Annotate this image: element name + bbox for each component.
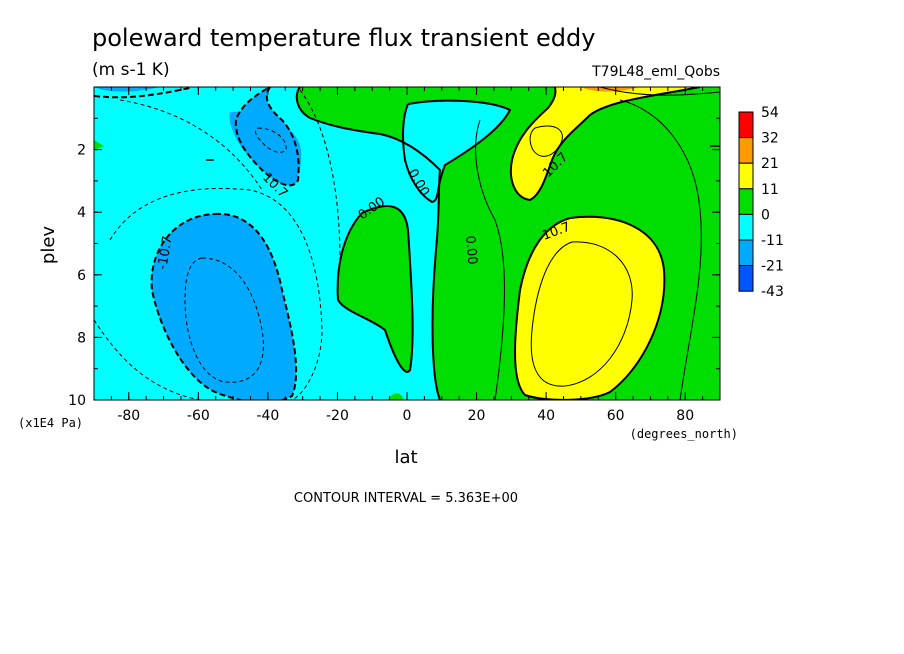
contour-thin-neg-4	[119, 99, 263, 191]
contour-interval-note: CONTOUR INTERVAL = 5.363E+00	[294, 491, 518, 506]
fill-neg-21-to-neg-11-mid	[229, 111, 302, 182]
colorbar-label: 32	[761, 131, 779, 147]
contour-thin-neg-6	[299, 89, 341, 261]
y-tick-label: 8	[77, 330, 86, 346]
colorbar-swatch	[738, 111, 754, 139]
y-axis: 2 4 6 8 10	[68, 86, 720, 409]
colorbar-label: 0	[761, 207, 770, 223]
plot-area	[94, 87, 720, 400]
y-tick-label: 2	[77, 143, 86, 159]
y-axis-title: plev	[38, 226, 59, 265]
x-tick-label: -80	[117, 408, 140, 424]
colorbar: 54 32 21 11 0 -11 -21 -43	[738, 105, 784, 300]
contour-label: -10.7	[155, 235, 176, 271]
contour-zero-top	[295, 87, 442, 400]
contour-pos-lower	[514, 215, 666, 400]
contour-thin-neg-5	[94, 319, 201, 400]
contour-thin-pos-3	[599, 87, 720, 96]
fill-top-left-blob	[94, 87, 160, 92]
colorbar-swatch	[738, 239, 754, 267]
x-axis: -80 -60 -40 -20 0 20 40 60 80	[93, 87, 721, 424]
contour-label: 0.00	[462, 235, 479, 265]
x-tick-label: 20	[468, 408, 486, 424]
contour-thin-pos-5	[475, 119, 505, 400]
chart-title: poleward temperature flux transient eddy	[92, 24, 595, 52]
fill-0-to-11-lens	[337, 206, 413, 372]
colorbar-swatch	[738, 162, 754, 190]
fill-top-blob-1	[334, 89, 366, 97]
colorbar-swatch	[738, 137, 754, 164]
fill-11-to-21-upper	[510, 87, 700, 200]
contour-neg-upper	[234, 87, 300, 187]
colorbar-swatch	[738, 265, 754, 292]
fill-left-edge-blob	[94, 140, 104, 150]
x-tick-label: 40	[537, 408, 555, 424]
contour-thin-neg-1	[184, 257, 264, 383]
fill-cyan-notch	[403, 100, 510, 202]
y-tick-label: 6	[77, 268, 86, 284]
y-tick-label: 10	[68, 393, 86, 409]
fill-0-to-11-small	[388, 393, 404, 400]
y-tick-label: 4	[77, 205, 86, 221]
chart-units: (m s-1 K)	[92, 60, 170, 80]
fill-top-blob-2	[451, 89, 479, 97]
contour-zero-notch	[402, 99, 512, 204]
x-tick-label: 80	[676, 408, 694, 424]
contour-thin-neg-2	[255, 127, 287, 153]
contour-thin-pos-4	[619, 99, 702, 400]
x-tick-label: 60	[607, 408, 625, 424]
contour-thin-pos-2	[529, 125, 563, 157]
run-label: T79L48_eml_Qobs	[591, 64, 720, 80]
x-tick-label: -20	[326, 408, 349, 424]
fill-neg-21-to-neg-11-lower	[151, 213, 297, 400]
colorbar-label: 21	[761, 156, 779, 172]
contour-zero-lens	[336, 205, 414, 373]
contour-neg-topleft	[94, 87, 191, 99]
colorbar-label: -21	[761, 259, 784, 275]
colorbar-swatch	[738, 213, 754, 241]
colorbar-label: 54	[761, 105, 779, 121]
x-tick-label: -60	[187, 408, 210, 424]
y-axis-units: (x1E4 Pa)	[18, 416, 83, 430]
fill-11-to-21-lower	[515, 216, 665, 400]
x-tick-label: 0	[403, 408, 412, 424]
colorbar-label: 11	[761, 182, 779, 198]
colorbar-label: -43	[761, 284, 784, 300]
contour-pos-upper	[510, 87, 701, 202]
colorbar-label: -11	[761, 233, 784, 249]
x-axis-title: lat	[394, 447, 417, 468]
colorbar-swatch	[738, 188, 754, 215]
x-tick-label: -40	[256, 408, 279, 424]
x-axis-units: (degrees_north)	[630, 427, 738, 441]
contour-lines	[94, 87, 720, 400]
contour-thin-pos-1	[530, 241, 633, 387]
